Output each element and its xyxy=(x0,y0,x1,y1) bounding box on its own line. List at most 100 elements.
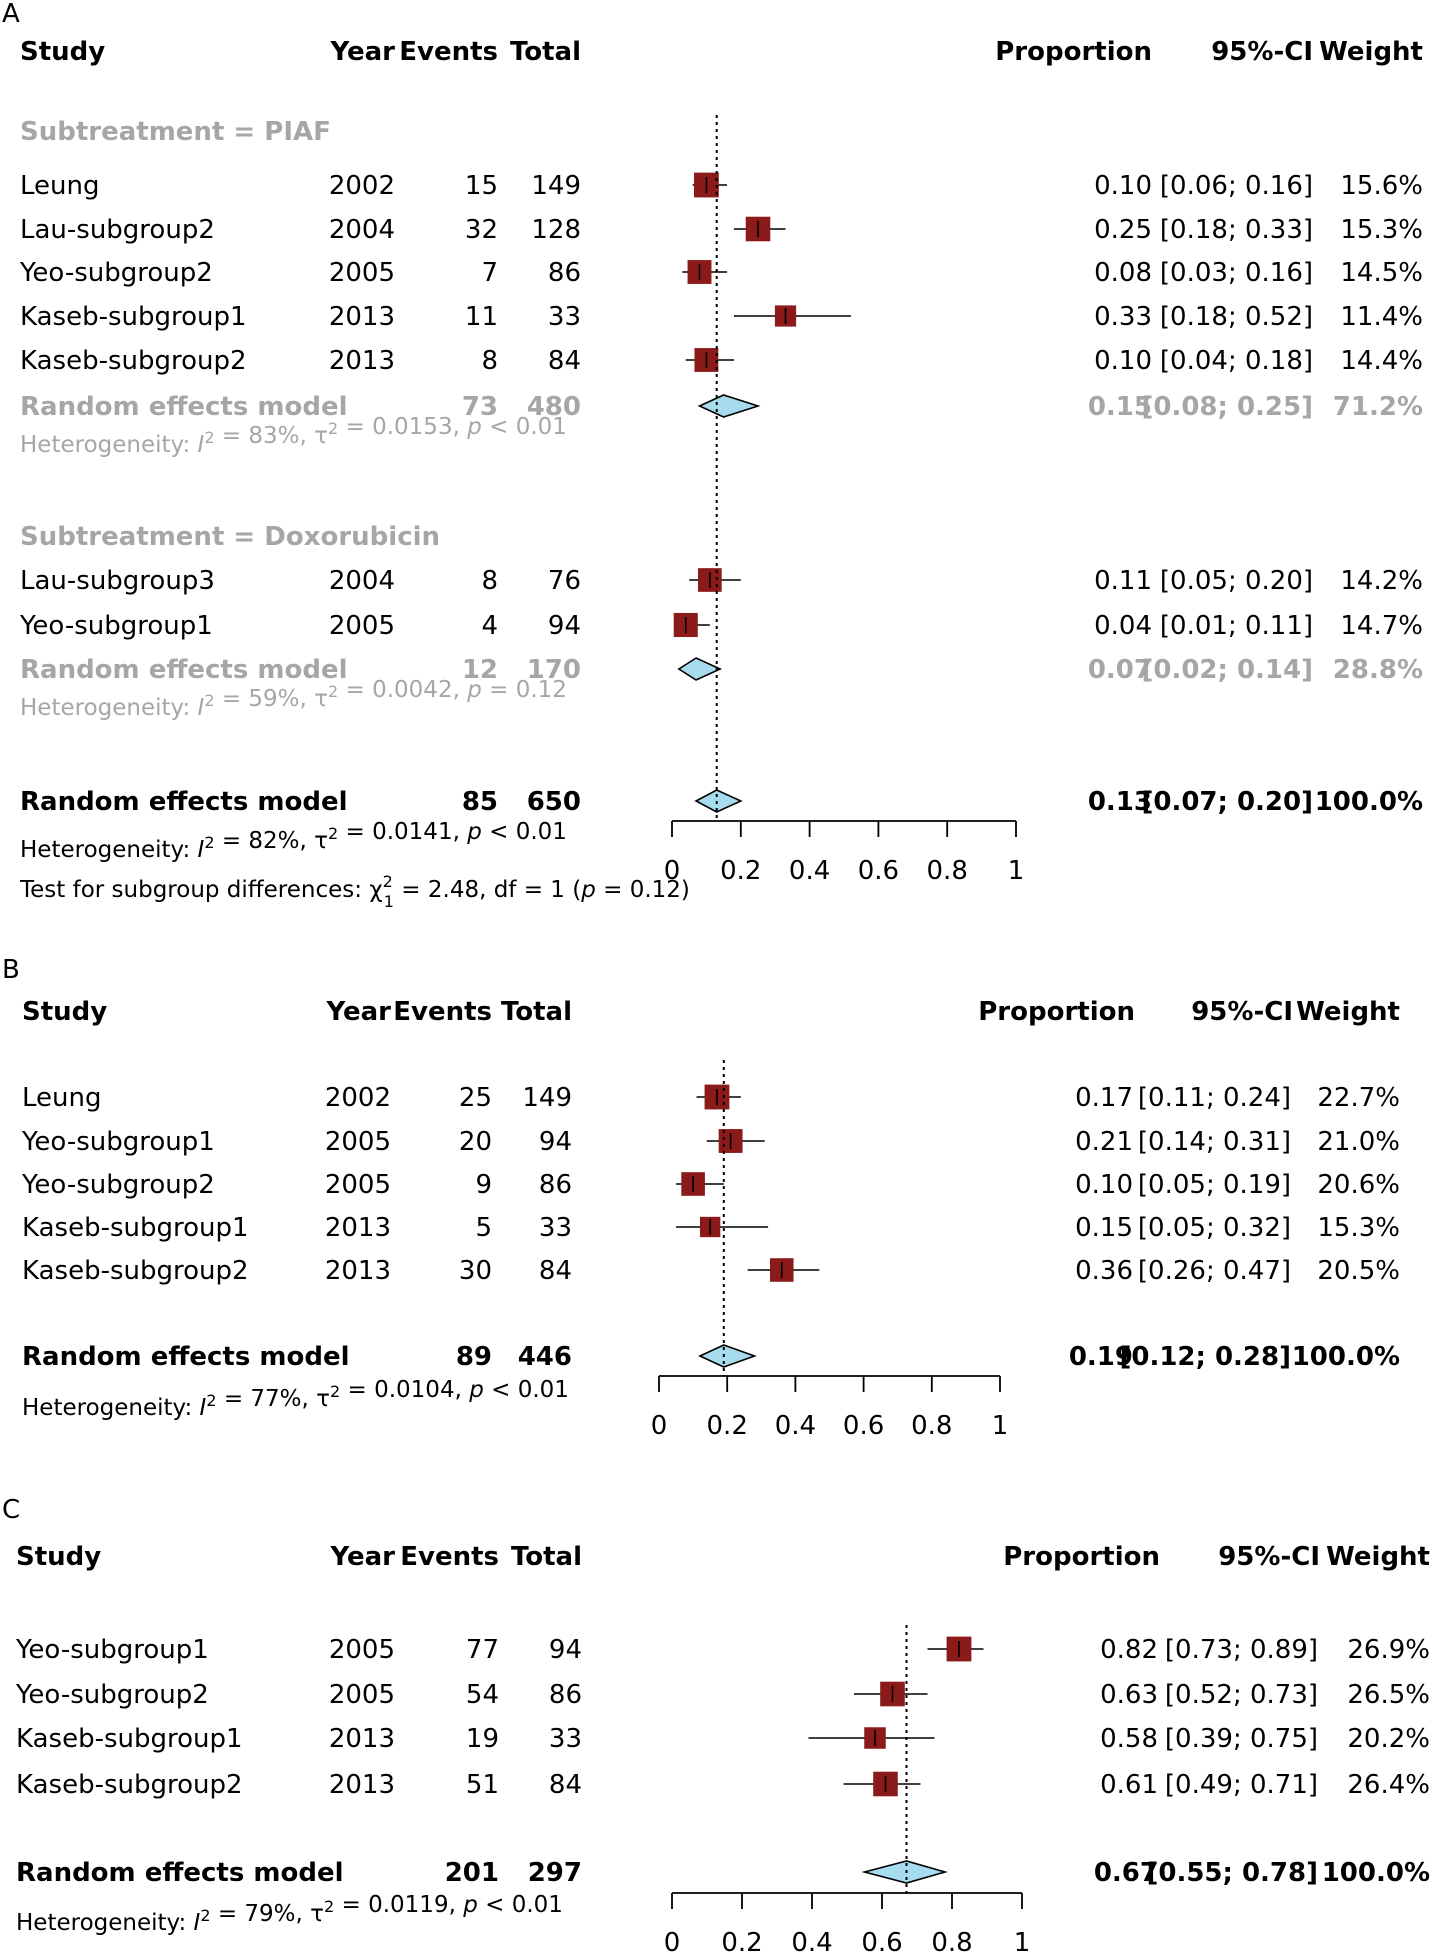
x-tick-label: 0.8 xyxy=(931,1928,972,1957)
panel-label: C xyxy=(2,1495,20,1525)
study-ci: [0.06; 0.16] xyxy=(1160,171,1313,201)
study-name: Yeo-subgroup2 xyxy=(21,1170,215,1200)
study-year: 2002 xyxy=(325,1083,391,1113)
subgroup-model-total: 480 xyxy=(527,392,581,422)
overall-model-proportion: 0.19 xyxy=(1069,1342,1133,1372)
study-events: 15 xyxy=(465,171,498,201)
study-ci: [0.49; 0.71] xyxy=(1165,1770,1318,1800)
overall-heterogeneity: Heterogeneity: I2 = 82%, τ2 = 0.0141, p … xyxy=(20,819,567,863)
study-weight: 26.9% xyxy=(1347,1635,1430,1665)
study-events: 4 xyxy=(481,611,498,641)
study-proportion: 0.58 xyxy=(1100,1724,1158,1754)
study-name: Leung xyxy=(22,1083,102,1113)
header-study: Study xyxy=(20,37,105,67)
header-total: Total xyxy=(501,997,572,1027)
header-proportion: Proportion xyxy=(1003,1542,1160,1572)
x-tick-label: 0.8 xyxy=(927,856,968,886)
study-total: 86 xyxy=(548,258,581,288)
study-ci: [0.05; 0.32] xyxy=(1138,1213,1291,1243)
study-ci: [0.14; 0.31] xyxy=(1138,1127,1291,1157)
subgroup-model-weight: 71.2% xyxy=(1333,392,1423,422)
forest-plot-panel-a: A Study Year Events Total Proportion 95%-CI Wei… xyxy=(0,0,1434,950)
header-events: Events xyxy=(393,997,492,1027)
header-total: Total xyxy=(510,37,581,67)
study-proportion: 0.17 xyxy=(1075,1083,1133,1113)
study-total: 94 xyxy=(549,1635,582,1665)
subgroup-heterogeneity: Heterogeneity: I2 = 83%, τ2 = 0.0153, p … xyxy=(20,414,567,458)
study-name: Kaseb-subgroup1 xyxy=(16,1724,243,1754)
overall-heterogeneity: Heterogeneity: I2 = 77%, τ2 = 0.0104, p … xyxy=(22,1377,569,1421)
overall-model-diamond xyxy=(861,1860,948,1884)
study-name: Lau-subgroup2 xyxy=(20,215,215,245)
header-study: Study xyxy=(16,1542,101,1572)
study-ci: [0.05; 0.19] xyxy=(1138,1170,1291,1200)
study-total: 94 xyxy=(539,1127,572,1157)
study-weight: 20.5% xyxy=(1317,1256,1400,1286)
study-ci: [0.52; 0.73] xyxy=(1165,1680,1318,1710)
header-ci: 95%-CI xyxy=(1218,1542,1320,1572)
study-year: 2005 xyxy=(329,1635,395,1665)
subgroup-heterogeneity: Heterogeneity: I2 = 59%, τ2 = 0.0042, p … xyxy=(20,677,567,721)
study-ci: [0.11; 0.24] xyxy=(1138,1083,1291,1113)
study-name: Kaseb-subgroup2 xyxy=(16,1770,243,1800)
study-proportion: 0.10 xyxy=(1075,1170,1133,1200)
study-name: Kaseb-subgroup1 xyxy=(22,1213,249,1243)
study-events: 8 xyxy=(481,566,498,596)
x-tick-label: 0 xyxy=(664,1928,681,1957)
overall-model-total: 650 xyxy=(527,787,581,817)
overall-model-events: 85 xyxy=(462,787,498,817)
study-ci: [0.04; 0.18] xyxy=(1160,346,1313,376)
study-name: Yeo-subgroup1 xyxy=(15,1635,209,1665)
study-name: Yeo-subgroup2 xyxy=(15,1680,209,1710)
header-study: Study xyxy=(22,997,107,1027)
study-year: 2013 xyxy=(325,1256,391,1286)
study-ci: [0.01; 0.11] xyxy=(1160,611,1313,641)
study-proportion: 0.63 xyxy=(1100,1680,1158,1710)
study-total: 33 xyxy=(548,302,581,332)
study-weight: 15.3% xyxy=(1317,1213,1400,1243)
study-total: 33 xyxy=(549,1724,582,1754)
study-year: 2013 xyxy=(329,346,395,376)
subgroup-model-weight: 28.8% xyxy=(1333,655,1423,685)
panel-label: A xyxy=(2,0,20,29)
study-events: 8 xyxy=(481,346,498,376)
header-events: Events xyxy=(400,1542,499,1572)
study-weight: 11.4% xyxy=(1340,302,1423,332)
header-weight: Weight xyxy=(1296,997,1400,1027)
x-tick-label: 0.6 xyxy=(843,1411,884,1441)
x-tick-label: 0.2 xyxy=(721,1928,762,1957)
overall-model-weight: 100.0% xyxy=(1315,787,1423,817)
study-year: 2004 xyxy=(329,215,395,245)
study-events: 25 xyxy=(459,1083,492,1113)
header-total: Total xyxy=(511,1542,582,1572)
study-weight: 21.0% xyxy=(1317,1127,1400,1157)
study-weight: 20.2% xyxy=(1347,1724,1430,1754)
overall-model-weight: 100.0% xyxy=(1322,1858,1430,1888)
overall-model-label: Random effects model xyxy=(20,787,348,817)
study-events: 32 xyxy=(465,215,498,245)
overall-model-ci: [0.55; 0.78] xyxy=(1146,1858,1318,1888)
study-year: 2013 xyxy=(329,302,395,332)
x-tick-label: 1 xyxy=(1014,1928,1031,1957)
subgroup-model-events: 73 xyxy=(462,392,498,422)
header-weight: Weight xyxy=(1326,1542,1430,1572)
study-weight: 14.7% xyxy=(1340,611,1423,641)
study-year: 2013 xyxy=(329,1770,395,1800)
header-year: Year xyxy=(330,37,396,67)
study-weight: 22.7% xyxy=(1317,1083,1400,1113)
overall-model-events: 201 xyxy=(445,1858,499,1888)
study-proportion: 0.61 xyxy=(1100,1770,1158,1800)
study-total: 86 xyxy=(539,1170,572,1200)
study-events: 20 xyxy=(459,1127,492,1157)
study-name: Yeo-subgroup1 xyxy=(19,611,213,641)
study-proportion: 0.25 xyxy=(1094,215,1152,245)
study-total: 84 xyxy=(549,1770,582,1800)
study-total: 84 xyxy=(548,346,581,376)
subgroup-test: Test for subgroup differences: χ2 1 = 2.4… xyxy=(19,872,690,911)
study-total: 33 xyxy=(539,1213,572,1243)
header-year: Year xyxy=(326,997,392,1027)
study-total: 76 xyxy=(548,566,581,596)
study-ci: [0.39; 0.75] xyxy=(1165,1724,1318,1754)
header-year: Year xyxy=(330,1542,396,1572)
